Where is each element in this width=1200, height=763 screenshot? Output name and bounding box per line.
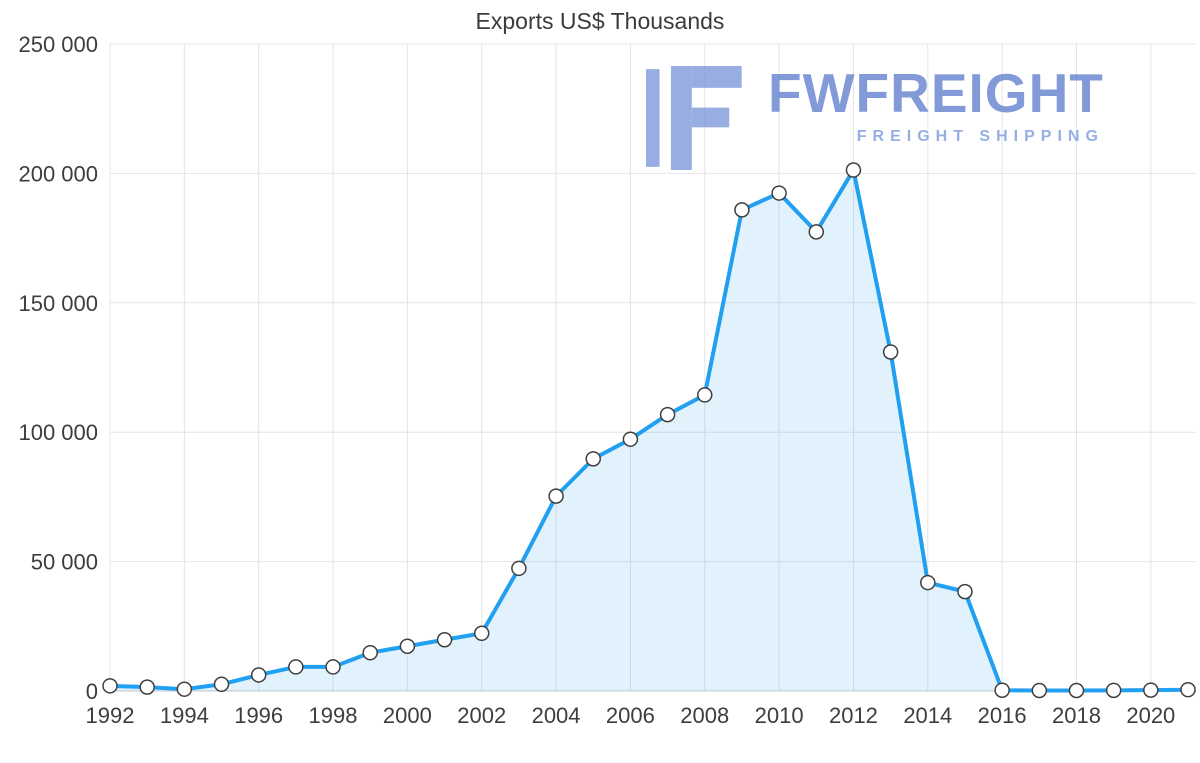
data-point[interactable] (176, 681, 193, 697)
data-point[interactable] (697, 387, 713, 403)
x-tick-label: 2002 (457, 703, 506, 728)
data-point[interactable] (511, 560, 527, 577)
x-tick-label: 1998 (309, 703, 358, 728)
x-tick-label: 1994 (160, 703, 209, 728)
y-tick-label: 250 000 (18, 32, 98, 57)
x-tick-label: 2010 (755, 703, 804, 728)
data-point[interactable] (250, 667, 267, 683)
data-point[interactable] (325, 659, 341, 675)
data-point[interactable] (1180, 681, 1196, 698)
data-point[interactable] (362, 644, 378, 661)
data-point[interactable] (436, 632, 453, 648)
x-tick-label: 2008 (680, 703, 729, 728)
x-tick-label: 1996 (234, 703, 283, 728)
x-tick-label: 1992 (86, 703, 135, 728)
x-tick-label: 2016 (978, 703, 1027, 728)
data-point[interactable] (473, 625, 490, 642)
data-point[interactable] (734, 202, 750, 218)
x-tick-label: 2012 (829, 703, 878, 728)
data-point[interactable] (622, 431, 639, 447)
data-point[interactable] (1105, 682, 1122, 699)
data-point[interactable] (882, 344, 899, 360)
series-area (110, 170, 1188, 692)
data-point[interactable] (771, 185, 787, 201)
x-tick-label: 2014 (903, 703, 952, 728)
y-tick-label: 200 000 (18, 161, 98, 186)
data-point[interactable] (288, 659, 304, 675)
x-tick-label: 2000 (383, 703, 432, 728)
data-point[interactable] (548, 488, 564, 504)
data-point[interactable] (585, 451, 601, 467)
x-tick-label: 2018 (1052, 703, 1101, 728)
data-point[interactable] (845, 162, 862, 178)
data-point[interactable] (213, 676, 230, 693)
data-point[interactable] (139, 679, 155, 695)
y-tick-label: 150 000 (18, 291, 98, 316)
x-tick-label: 2004 (532, 703, 581, 728)
data-point[interactable] (1068, 682, 1085, 699)
data-point[interactable] (1143, 682, 1159, 698)
data-point[interactable] (659, 406, 676, 423)
data-point[interactable] (1031, 682, 1048, 699)
y-tick-label: 100 000 (18, 420, 98, 445)
data-point[interactable] (920, 574, 936, 591)
data-point[interactable] (399, 638, 416, 654)
y-tick-label: 0 (86, 679, 98, 704)
data-point[interactable] (994, 682, 1010, 698)
x-tick-label: 2020 (1126, 703, 1175, 728)
chart-title: Exports US$ Thousands (475, 8, 725, 34)
data-point[interactable] (957, 583, 973, 600)
x-tick-label: 2006 (606, 703, 655, 728)
data-point[interactable] (808, 224, 825, 240)
y-tick-label: 50 000 (31, 550, 98, 575)
data-point[interactable] (102, 678, 118, 694)
